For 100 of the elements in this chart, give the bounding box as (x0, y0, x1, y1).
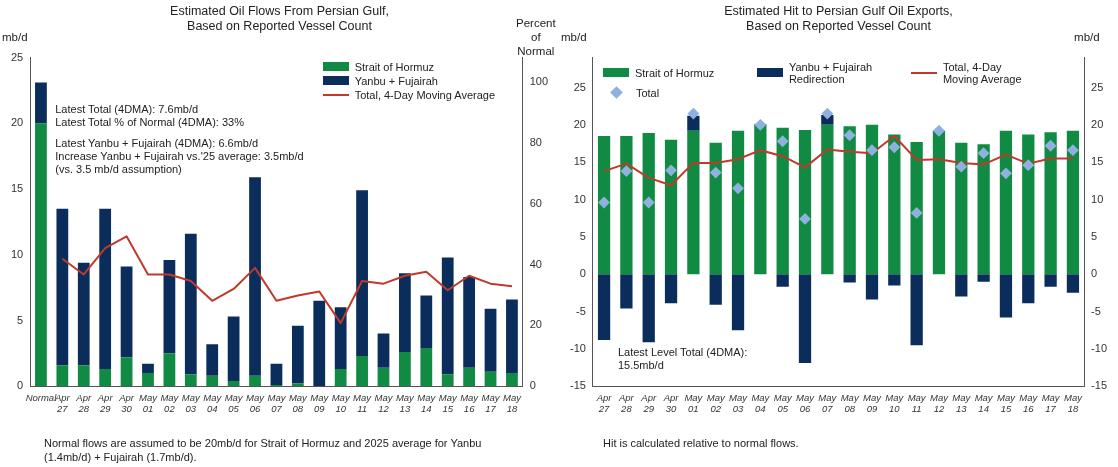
x-tick-label: May 09 (863, 391, 883, 414)
y-tick-label: 5 (17, 313, 24, 326)
x-tick-label: May 06 (796, 391, 816, 414)
x-tick-label: May 05 (224, 391, 244, 414)
x-tick-label: May 02 (160, 391, 180, 414)
bar (184, 374, 197, 387)
bar (709, 274, 722, 305)
x-tick-label: May 18 (1063, 391, 1084, 414)
bar (506, 299, 518, 374)
bar (687, 130, 700, 275)
x-tick-label: Apr 27 (595, 391, 613, 414)
x-tick-label: May 17 (481, 391, 501, 414)
x-tick-label: May 03 (181, 391, 202, 414)
bar (441, 374, 454, 387)
x-tick-label: May 10 (885, 391, 905, 414)
bar (227, 380, 240, 387)
bar (955, 274, 968, 297)
point (933, 125, 945, 137)
point (799, 213, 811, 225)
x-tick-label: May 02 (706, 391, 726, 414)
y2-tick-label: 20 (529, 318, 542, 331)
bar (1022, 134, 1035, 275)
bar (377, 333, 390, 368)
point (978, 147, 990, 159)
y-tick-label: 0 (17, 379, 24, 392)
bar (249, 177, 261, 376)
x-tick-label: Apr 29 (96, 391, 114, 414)
bar (687, 115, 700, 131)
bar (664, 139, 678, 275)
legend-label: Strait of Hormuz (634, 66, 715, 79)
x-tick-label: May 09 (310, 391, 330, 414)
bar (184, 233, 197, 375)
bar (77, 262, 90, 366)
x-tick-label: May 01 (139, 391, 159, 414)
bar (142, 373, 154, 387)
bar (865, 274, 879, 300)
point (598, 196, 610, 208)
x-tick-label: May 08 (288, 391, 309, 414)
x-tick-label: May 04 (751, 391, 771, 414)
bar (731, 130, 745, 275)
point (1067, 144, 1079, 156)
bar (356, 190, 368, 356)
point (620, 165, 632, 177)
x-tick-label: May 04 (203, 391, 223, 414)
x-tick-label: May 13 (395, 391, 416, 414)
bar (377, 367, 390, 387)
bar (56, 365, 69, 387)
x-tick-label: Apr 30 (662, 391, 680, 414)
x-tick-label: May 13 (952, 391, 972, 414)
x-tick-label: May 05 (773, 391, 793, 414)
point (643, 196, 655, 208)
y-tick-label: 25 (573, 80, 586, 93)
bar (163, 260, 176, 354)
x-tick-label: May 01 (684, 391, 704, 414)
bar (484, 371, 497, 387)
y-tick-label: 10 (573, 192, 586, 205)
y2-tick-label: 0 (529, 379, 536, 392)
point (821, 108, 833, 120)
bar (120, 357, 133, 387)
y-tick-label: 0 (579, 267, 586, 280)
bar (999, 130, 1013, 275)
x-tick-label: May 12 (930, 391, 950, 414)
bar (484, 308, 497, 372)
bar (821, 124, 834, 275)
bar (798, 274, 812, 364)
y2-tick-label: -5 (1091, 304, 1101, 317)
bar (620, 136, 633, 275)
bar (1044, 132, 1057, 275)
y2-tick-label: 15 (1091, 155, 1104, 168)
bar (56, 208, 69, 366)
annotation: Latest Level Total (4DMA): 15.5mb/d (617, 346, 748, 373)
y2-tick-label: 60 (529, 196, 542, 209)
annotation: Latest Yanbu + Fujairah (4DMA): 6.6mb/d Increase Yanbu + Fujairah vs.'25 average: 3.5mb/d (vs. 3.5 mb/d assumption) (55, 136, 304, 176)
y-tick-label: 25 (10, 50, 24, 63)
y2-tick-label: 40 (529, 257, 542, 270)
bar (291, 325, 304, 384)
y-tick-label: 20 (573, 117, 586, 130)
bar (420, 348, 433, 387)
text: Hit is calculated relative to normal flows. (603, 436, 800, 450)
point (754, 119, 766, 131)
bar (463, 277, 476, 368)
bar (463, 367, 476, 387)
x-tick-label: May 12 (374, 391, 394, 414)
x-tick-label: May 11 (353, 391, 373, 414)
y-tick-label: -15 (569, 379, 586, 392)
y-tick-label: -10 (569, 341, 586, 354)
bar (888, 274, 901, 286)
x-tick-label: Apr 30 (118, 391, 135, 414)
y2-tick-label: 25 (1091, 80, 1104, 93)
bar (664, 274, 678, 304)
x-tick-label: May 15 (996, 391, 1017, 414)
bar (1066, 274, 1080, 293)
y2-axis-title: mb/d (1074, 30, 1100, 44)
bar (977, 144, 990, 275)
point (687, 108, 699, 120)
y2-tick-label: -15 (1091, 379, 1108, 392)
bar (399, 352, 411, 387)
y-tick-label: 15 (573, 155, 586, 168)
point (665, 164, 677, 176)
bar (776, 274, 789, 287)
